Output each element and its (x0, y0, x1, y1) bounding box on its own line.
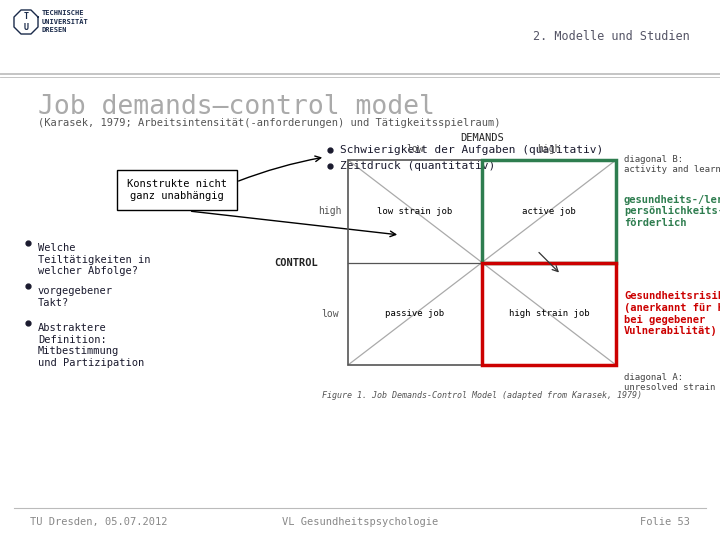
Text: T: T (24, 12, 29, 21)
Text: active job: active job (522, 207, 576, 216)
Text: Schwierigkeit der Aufgaben (qualitativ): Schwierigkeit der Aufgaben (qualitativ) (340, 145, 603, 155)
Bar (348, 160, 616, 365)
Bar (482, 160, 616, 262)
Bar (348, 160, 616, 365)
Text: low: low (321, 309, 339, 319)
Text: gesundheits-/lern-/
persönlichkeits-
förderlich: gesundheits-/lern-/ persönlichkeits- för… (624, 194, 720, 228)
Text: U: U (24, 23, 29, 32)
Text: Folie 53: Folie 53 (640, 517, 690, 527)
FancyBboxPatch shape (117, 170, 237, 210)
Text: low: low (406, 144, 424, 154)
Text: (Karasek, 1979; Arbeitsintensität(-anforderungen) und Tätigkeitsspielraum): (Karasek, 1979; Arbeitsintensität(-anfor… (38, 118, 500, 128)
Text: TU Dresden, 05.07.2012: TU Dresden, 05.07.2012 (30, 517, 168, 527)
Text: passive job: passive job (385, 309, 444, 318)
Text: CONTROL: CONTROL (274, 258, 318, 267)
Text: high strain job: high strain job (509, 309, 589, 318)
Text: Gesundheitsrisiko
(anerkannt für KHK
bei gegebener
Vulnerabilität): Gesundheitsrisiko (anerkannt für KHK bei… (624, 291, 720, 336)
Text: Abstraktere
Definition:
Mitbestimmung
und Partizipation: Abstraktere Definition: Mitbestimmung un… (38, 323, 144, 368)
Text: low strain job: low strain job (377, 207, 453, 216)
Text: Zeitdruck (quantitativ): Zeitdruck (quantitativ) (340, 161, 495, 171)
Text: TECHNISCHE
UNIVERSITÄT
DRESEN: TECHNISCHE UNIVERSITÄT DRESEN (42, 10, 89, 33)
Text: high: high (537, 144, 561, 154)
Text: Welche
Teiltätigkeiten in
welcher Abfolge?: Welche Teiltätigkeiten in welcher Abfolg… (38, 243, 150, 276)
Bar (482, 262, 616, 365)
Text: Figure 1. Job Demands-Control Model (adapted from Karasek, 1979): Figure 1. Job Demands-Control Model (ada… (322, 390, 642, 400)
Text: diagonal A:
unresolved strain: diagonal A: unresolved strain (624, 373, 716, 393)
Text: Job demands–control model: Job demands–control model (38, 94, 435, 120)
Text: vorgegebener
Takt?: vorgegebener Takt? (38, 286, 113, 308)
Text: high: high (318, 206, 342, 216)
Text: 2. Modelle und Studien: 2. Modelle und Studien (534, 30, 690, 44)
Text: Konstrukte nicht
ganz unabhängig: Konstrukte nicht ganz unabhängig (127, 179, 227, 201)
Text: VL Gesundheitspsychologie: VL Gesundheitspsychologie (282, 517, 438, 527)
Text: DEMANDS: DEMANDS (460, 133, 504, 143)
Text: diagonal B:
activity and learning: diagonal B: activity and learning (624, 155, 720, 174)
